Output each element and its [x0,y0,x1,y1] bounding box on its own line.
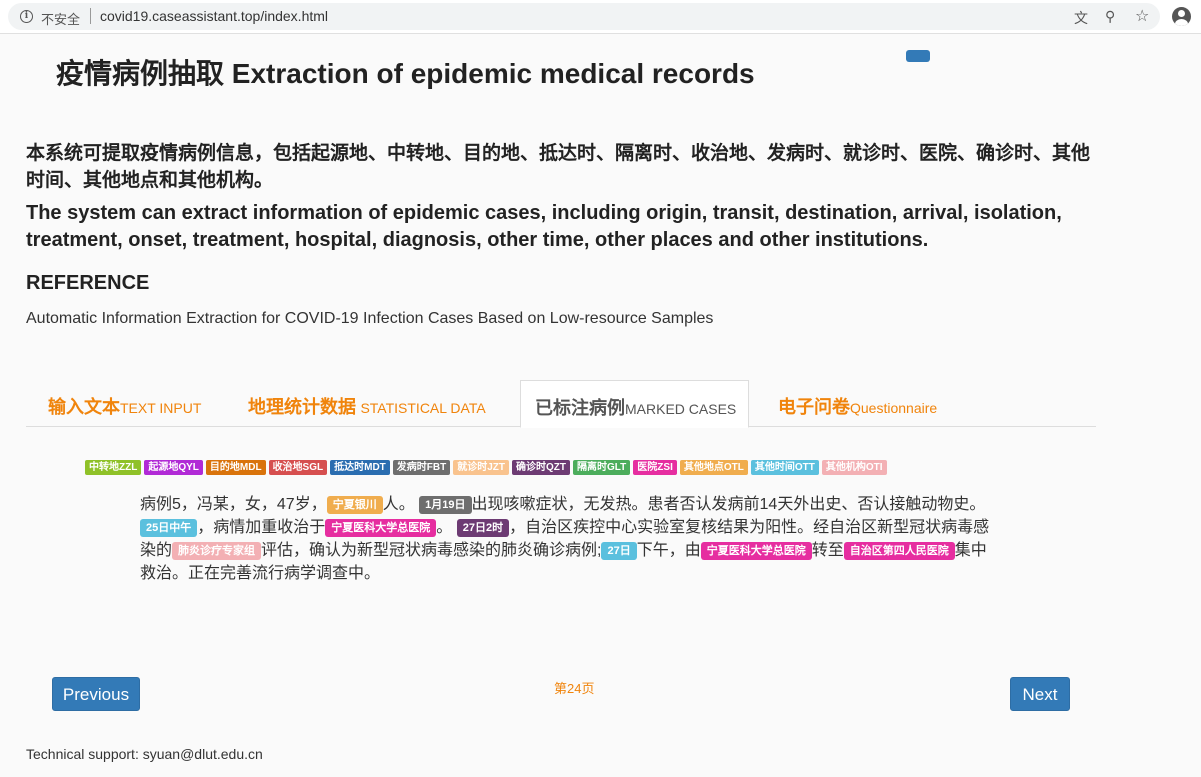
legend-item: 收治地SGL [268,460,328,475]
case-text-segment: 转至 [811,542,844,559]
entity-tag-onset-time: 1月19日 [419,496,472,514]
technical-support: Technical support: syuan@dlut.edu.cn [26,746,263,762]
tab-statistical-data-cn: 地理统计数据 [248,397,356,417]
legend-item: 起源地QYL [144,460,203,475]
legend-item: 医院ZSI [633,460,677,475]
entity-tag-hospital: 宁夏医科大学总医院 [700,542,812,560]
browser-toolbar: i 不安全 covid19.caseassistant.top/index.ht… [0,0,1201,34]
legend-item: 目的地MDL [205,460,266,475]
next-button[interactable]: Next [1010,677,1070,711]
entity-tag-other-time: 27日 [601,542,637,560]
translate-icon[interactable]: ⽂ [1074,10,1088,26]
case-text-segment: 。 [436,519,453,536]
entity-tag-other-time: 25日中午 [140,519,198,537]
tab-marked-cases[interactable]: 已标注病例MARKED CASES [520,380,750,428]
entity-legend: 中转地ZZL 起源地QYL 目的地MDL 收治地SGL 抵达时MDT 发病时FB… [85,460,890,476]
legend-item: 就诊时JZT [453,460,510,475]
entity-tag-other-institution: 肺炎诊疗专家组 [172,542,262,560]
case-text-segment: ，病情加重收治于 [197,519,326,536]
intro-chinese: 本系统可提取疫情病例信息，包括起源地、中转地、目的地、抵达时、隔离时、收治地、发… [26,143,1091,191]
tab-marked-cases-en: MARKED CASES [625,401,737,417]
reference-text: Automatic Information Extraction for COV… [26,310,714,327]
tab-statistical-data-en: STATISTICAL DATA [360,400,486,416]
legend-item: 隔离时GLT [573,460,631,475]
tab-marked-cases-cn: 已标注病例 [535,398,625,418]
toggle-button[interactable] [906,50,930,62]
entity-tag-hospital: 宁夏医科大学总医院 [325,519,437,537]
security-label[interactable]: 不安全 [41,12,81,27]
zoom-icon[interactable]: ⚲ [1105,8,1116,24]
intro-english: The system can extract information of ep… [26,202,1062,251]
page-title: 疫情病例抽取 Extraction of epidemic medical re… [56,58,755,89]
info-icon[interactable]: i [20,10,33,23]
legend-item: 中转地ZZL [85,460,142,475]
case-text-segment: ，自治区疾控中心实验室复核结果为阳性。经自治区新型冠状病毒感染的 [140,519,990,559]
address-bar[interactable]: i 不安全 covid19.caseassistant.top/index.ht… [8,3,1160,30]
reference-heading: REFERENCE [26,272,150,294]
page-number: 第24页 [554,681,595,696]
tab-text-input[interactable]: 输入文本TEXT INPUT [48,380,201,427]
tab-questionnaire[interactable]: 电子问卷Questionnaire [778,380,937,427]
legend-item: 其他地点OTL [679,460,748,475]
tab-text-input-en: TEXT INPUT [120,400,202,416]
url-text[interactable]: covid19.caseassistant.top/index.html [100,8,329,24]
profile-avatar-icon[interactable] [1172,7,1191,26]
entity-tag-other-place: 宁夏银川 [326,496,383,514]
legend-item: 抵达时MDT [330,460,390,475]
legend-item: 发病时FBT [392,460,451,475]
case-text-segment: 集中救治。正在完善流行病学调查中。 [140,542,987,582]
url-separator [90,8,91,24]
tab-bar: 输入文本TEXT INPUT 地理统计数据 STATISTICAL DATA 已… [26,380,1096,428]
legend-item: 确诊时QZT [512,460,571,475]
previous-button[interactable]: Previous [52,677,140,711]
entity-tag-hospital: 自治区第四人民医院 [843,542,955,560]
tab-statistical-data[interactable]: 地理统计数据 STATISTICAL DATA [248,380,486,427]
bookmark-star-icon[interactable]: ☆ [1135,8,1150,25]
tab-questionnaire-en: Questionnaire [850,400,938,416]
legend-item: 其他时间OTT [750,460,819,475]
marked-case-text: 病例5，冯某，女，47岁， 宁夏银川 人。 1月19日 出现咳嗽症状，无发热。患者否认… [140,493,990,585]
entity-tag-diagnosis-time: 27日2时 [456,519,510,537]
legend-item: 其他机构OTI [821,460,887,475]
case-text-segment: 出现咳嗽症状，无发热。患者否认发病前14天外出史、否认接触动物史。 [471,496,986,513]
tab-questionnaire-cn: 电子问卷 [778,397,850,417]
case-text-segment: 病例5，冯某，女，47岁， [140,496,327,513]
tab-text-input-cn: 输入文本 [48,397,120,417]
case-text-segment: 下午，由 [636,542,701,559]
case-text-segment: 评估，确认为新型冠状病毒感染的肺炎确诊病例; [261,542,602,559]
case-text-segment: 人。 [382,496,415,513]
